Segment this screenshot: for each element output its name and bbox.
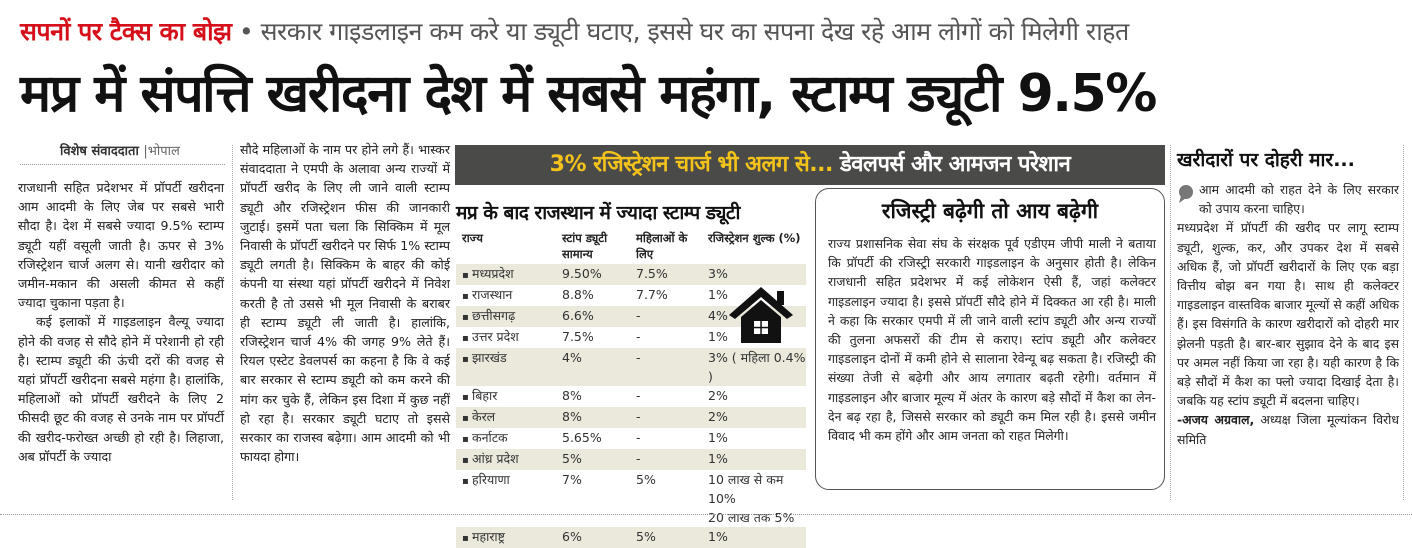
column-rule (1403, 145, 1404, 500)
registration-fee-cell: 1% (708, 287, 728, 302)
col-header: राज्य (462, 231, 483, 245)
box-title: रजिस्ट्री बढ़ेगी तो आय बढ़ेगी (881, 199, 1099, 223)
stamp-duty-cell: 7.5% (562, 329, 594, 344)
registration-fee-cell: 1% (702, 449, 806, 470)
table-row: राजस्थान 8.8% 7.7% 1% (456, 285, 806, 306)
attribution-name: -अजय अग्रवाल, (1177, 412, 1255, 428)
women-rate-cell: - (630, 306, 702, 327)
women-rate-cell: - (630, 407, 702, 428)
state-cell: केरल (456, 407, 556, 428)
bullet: • (238, 17, 254, 46)
attribution-role: अध्यक्ष जिला मूल्यांकन विरोध समिति (1177, 412, 1399, 447)
quote-box (815, 188, 1165, 490)
table-row: उत्तर प्रदेश 7.5% - 1% (456, 327, 806, 348)
state-cell: बिहार (456, 386, 556, 407)
table-header: राज्य स्टांप ड्यूटी सामान्य महिलाओं के ल… (456, 228, 806, 264)
quote-icon (1179, 185, 1193, 203)
subhead: सरकार गाइडलाइन कम करे या ड्यूटी घटाए, इस… (260, 17, 1130, 46)
column-rule (1170, 145, 1171, 500)
table-row: झारखंड4%-3% ( महिला 0.4% ) (456, 348, 806, 386)
table-row: महाराष्ट्र6%5%1% (456, 527, 806, 548)
table-row: बिहार 8% - 2% (456, 386, 806, 407)
byline-separator: | (143, 144, 148, 159)
table-row: केरल8%-2% (456, 407, 806, 428)
state-cell: उत्तर प्रदेश (456, 327, 556, 348)
table-row: हरियाणा 7% 5% 10 लाख से कम 10% 20 लाख तक 5% (456, 470, 806, 527)
table-title: मप्र के बाद राजस्थान में ज्यादा स्टाम्प … (456, 202, 740, 224)
state-cell: हरियाणा (456, 470, 556, 527)
registration-fee-cell: 1% (708, 329, 728, 344)
table-row: आंध्र प्रदेश5%-1% (456, 449, 806, 470)
col-header: रजिस्ट्रेशन शुल्क (%) (708, 231, 801, 245)
registration-fee-cell: 3% ( महिला 0.4% ) (702, 348, 806, 386)
women-rate-cell: 5% (636, 472, 656, 487)
quote-lead: आम आदमी को राहत देने के लिए सरकार को उपा… (1199, 182, 1399, 217)
column-rule (232, 145, 233, 500)
section-banner: 3% रजिस्ट्रेशन चार्ज भी अलग से... डेवलपर… (455, 145, 1165, 185)
table-row: मध्यप्रदेश9.50%7.5%3% (456, 264, 806, 285)
stamp-duty-cell: 5.65% (562, 430, 602, 445)
stamp-duty-table: राज्य स्टांप ड्यूटी सामान्य महिलाओं के ल… (456, 228, 806, 548)
story-column-2: सौदे महिलाओं के नाम पर होने लगे हैं। भास… (240, 140, 450, 466)
women-rate-cell: - (636, 329, 641, 344)
byline: विशेष संवाददाता |भोपाल (60, 141, 180, 159)
stamp-duty-cell: 9.50% (556, 264, 630, 285)
women-rate-cell: - (636, 388, 641, 403)
stamp-duty-cell: 5% (556, 449, 630, 470)
story-column-1: राजधानी सहित प्रदेशभर में प्रॉपर्टी खरीद… (18, 178, 224, 466)
stamp-duty-cell: 6.6% (556, 306, 630, 327)
stamp-duty-cell: 6% (556, 527, 630, 548)
state-cell: आंध्र प्रदेश (456, 449, 556, 470)
state-cell: कर्नाटक (456, 428, 556, 449)
registration-fee-cell: 1% (708, 430, 728, 445)
divider (20, 164, 225, 165)
quote-body: मध्यप्रदेश में प्रॉपर्टी की खरीद पर लागू… (1177, 220, 1399, 409)
sidebar-text: आम आदमी को राहत देने के लिए सरकार को उपा… (1177, 180, 1399, 449)
stamp-duty-cell: 4% (556, 348, 630, 386)
sidebar-title: खरीदारों पर दोहरी मार... (1177, 149, 1355, 171)
women-rate-cell: - (636, 430, 641, 445)
bottom-divider (0, 514, 1412, 515)
women-rate-cell: 7.7% (636, 287, 668, 302)
story-paragraph: कई इलाकों में गाइडलाइन वैल्यू ज्यादा होन… (18, 314, 224, 464)
stamp-duty-cell: 8% (556, 407, 630, 428)
byline-author: विशेष संवाददाता (60, 144, 139, 159)
stamp-duty-cell: 7% (562, 472, 582, 487)
women-rate-cell: 5% (630, 527, 702, 548)
state-cell: छत्तीसगढ़ (456, 306, 556, 327)
women-rate-cell: 7.5% (630, 264, 702, 285)
banner-highlight: 3% रजिस्ट्रेशन चार्ज भी अलग से... (549, 152, 834, 177)
women-rate-cell: - (630, 449, 702, 470)
headline: मप्र में संपत्ति खरीदना देश में सबसे महं… (20, 64, 1157, 124)
state-cell: महाराष्ट्र (456, 527, 556, 548)
story-paragraph: राजधानी सहित प्रदेशभर में प्रॉपर्टी खरीद… (18, 180, 224, 311)
kicker-label: सपनों पर टैक्स का बोझ (20, 17, 232, 46)
col-header: स्टांप ड्यूटी सामान्य (562, 231, 608, 261)
stamp-duty-cell: 8.8% (562, 287, 594, 302)
registration-fee-cell: 2% (708, 388, 728, 403)
registration-fee-cell: 3% (702, 264, 806, 285)
col-header: महिलाओं के लिए (636, 231, 688, 261)
banner-text: डेवलपर्स और आमजन परेशान (840, 152, 1071, 177)
state-cell: मध्यप्रदेश (456, 264, 556, 285)
registration-fee-cell: 10 लाख से कम 10% 20 लाख तक 5% (708, 472, 795, 525)
women-rate-cell: - (630, 348, 702, 386)
house-icon (729, 287, 793, 343)
byline-city: भोपाल (147, 144, 180, 159)
kicker: सपनों पर टैक्स का बोझ • सरकार गाइडलाइन क… (20, 14, 1129, 48)
table-row: कर्नाटक 5.65% - 1% (456, 428, 806, 449)
registration-fee-cell: 2% (702, 407, 806, 428)
state-cell: झारखंड (456, 348, 556, 386)
story-paragraph: सौदे महिलाओं के नाम पर होने लगे हैं। भास… (240, 142, 450, 465)
state-cell: राजस्थान (456, 285, 556, 306)
registration-fee-cell: 1% (702, 527, 806, 548)
box-text: राज्य प्रशासनिक सेवा संघ के संरक्षक पूर्… (828, 236, 1156, 444)
stamp-duty-cell: 8% (562, 388, 582, 403)
